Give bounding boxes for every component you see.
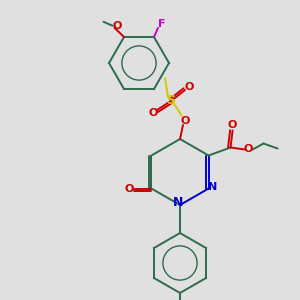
Text: O: O <box>180 116 190 126</box>
Text: O: O <box>184 82 194 92</box>
Text: S: S <box>167 94 176 107</box>
Text: O: O <box>113 21 122 31</box>
Text: N: N <box>173 196 183 209</box>
Text: O: O <box>228 119 237 130</box>
Text: O: O <box>125 184 134 194</box>
Text: O: O <box>148 108 158 118</box>
Text: F: F <box>158 19 166 29</box>
Text: N: N <box>208 182 217 191</box>
Text: O: O <box>244 145 253 154</box>
